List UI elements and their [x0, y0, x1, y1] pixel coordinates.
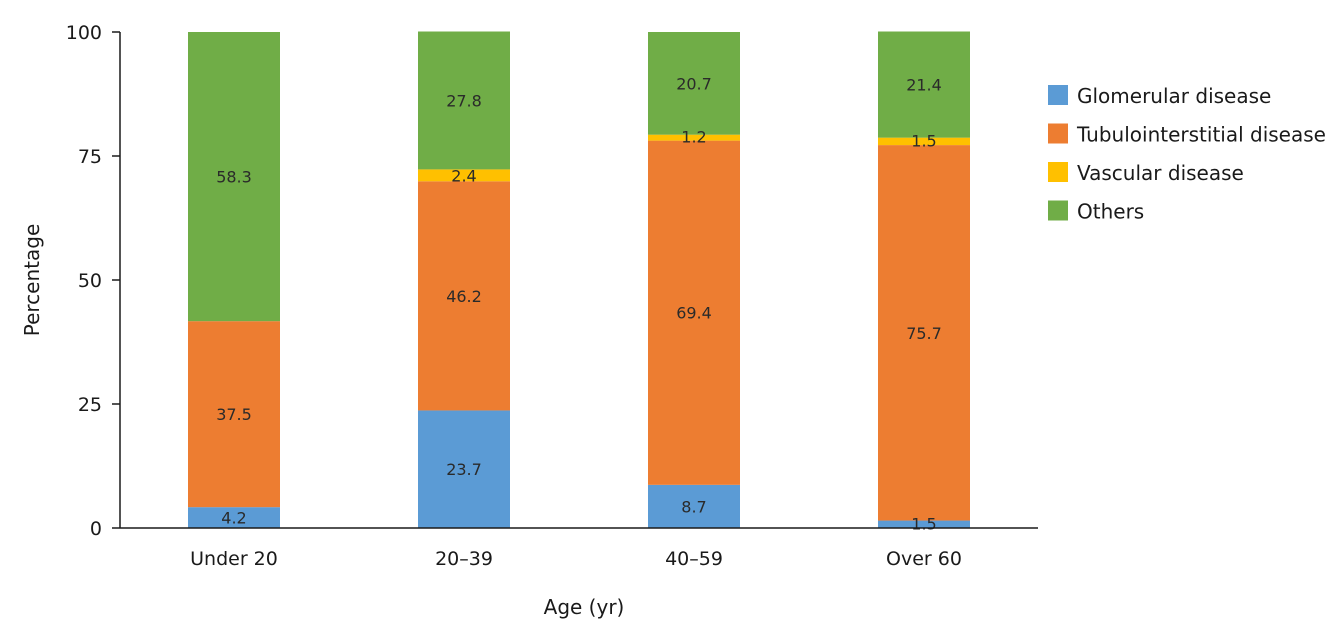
bars-layer: [188, 31, 970, 528]
legend-swatch: [1048, 123, 1068, 144]
y-tick-label: 50: [78, 270, 102, 292]
legend-swatch: [1048, 200, 1068, 221]
data-label: 4.2: [221, 509, 246, 528]
legend-label: Others: [1077, 200, 1144, 224]
legend: Glomerular disease Tubulointerstitial dis…: [1048, 84, 1326, 224]
bar-segment: [418, 181, 510, 411]
bar-segment: [648, 140, 740, 485]
bar-segment: [188, 507, 280, 528]
bar-segment: [418, 169, 510, 182]
data-labels-layer: 4.2 37.5 58.3 23.7 46.2 2.4 27.8 8.7 69.4 1.2 20.7…: [216, 74, 942, 533]
data-label: 2.4: [451, 166, 476, 185]
bar-segment: [188, 321, 280, 508]
data-label: 1.5: [911, 131, 936, 150]
data-label: 75.7: [906, 324, 942, 343]
bar-segment: [878, 520, 970, 528]
x-axis-title: Age (yr): [544, 595, 625, 619]
bar-segment: [648, 32, 740, 135]
bar-segment: [648, 134, 740, 141]
bar-segment: [188, 32, 280, 322]
axes-layer: 0 25 50 75 100 Under 20 20–39 40–59 Over 60: [66, 22, 1038, 570]
data-label: 21.4: [906, 76, 942, 95]
y-tick-label: 25: [78, 394, 102, 416]
data-label: 23.7: [446, 460, 482, 479]
bar-segment: [878, 137, 970, 146]
legend-swatch: [1048, 162, 1068, 182]
x-tick-label: 40–59: [665, 548, 723, 570]
data-label: 37.5: [216, 405, 252, 424]
y-tick-label: 0: [90, 518, 102, 540]
bar-segment: [878, 145, 970, 521]
data-label: 58.3: [216, 168, 252, 187]
bar-segment: [878, 31, 970, 138]
bar-segment: [648, 484, 740, 528]
legend-label: Vascular disease: [1077, 161, 1244, 185]
x-tick-label: Over 60: [886, 548, 962, 570]
x-tick-label: 20–39: [435, 548, 493, 570]
data-label: 69.4: [676, 304, 712, 323]
bar-segment: [418, 410, 510, 528]
y-axis-title: Percentage: [20, 224, 44, 337]
y-tick-label: 75: [78, 146, 102, 168]
legend-swatch: [1048, 85, 1068, 105]
data-label: 27.8: [446, 91, 482, 110]
y-tick-label: 100: [66, 22, 102, 44]
x-tick-label: Under 20: [190, 548, 278, 570]
legend-label: Tubulointerstitial disease: [1076, 123, 1326, 147]
data-label: 8.7: [681, 497, 706, 516]
data-label: 1.2: [681, 128, 706, 147]
bar-segment: [418, 31, 510, 170]
data-label: 46.2: [446, 287, 482, 306]
data-label: 1.5: [911, 514, 936, 533]
y-ticks: 0 25 50 75 100: [66, 22, 120, 540]
data-label: 20.7: [676, 74, 712, 93]
x-ticks: Under 20 20–39 40–59 Over 60: [190, 548, 962, 570]
legend-label: Glomerular disease: [1077, 84, 1271, 108]
